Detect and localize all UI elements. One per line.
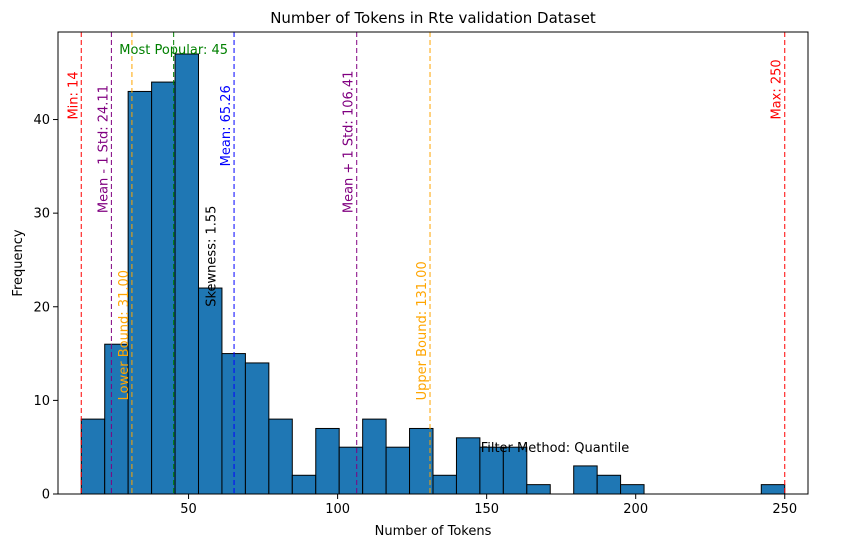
plot-frame	[57, 31, 809, 495]
histogram-bar	[573, 465, 598, 495]
y-tick-label: 20	[33, 300, 50, 315]
ref-label-max: Max: 250	[770, 59, 785, 119]
y-axis-title: Frequency	[11, 229, 26, 296]
histogram-bar	[526, 484, 551, 495]
histogram-bar	[80, 418, 106, 495]
histogram-bar	[291, 474, 317, 495]
histogram-bar	[315, 427, 340, 495]
ref-label-lower-bound: Lower Bound: 31.00	[117, 270, 132, 400]
annotations: Most Popular: 45 Skewness: 1.55 Filter Met…	[119, 43, 629, 456]
ref-label-min: Min: 14	[66, 71, 81, 119]
histogram-bar	[432, 474, 457, 495]
histogram-bar	[620, 484, 645, 495]
histogram-bars	[80, 53, 786, 495]
histogram-bar	[244, 362, 270, 495]
reference-lines: Min: 14 Mean - 1 Std: 24.11 Lower Bound: 3…	[66, 32, 786, 494]
x-tick-label: 250	[772, 502, 797, 517]
y-tick-label: 0	[42, 488, 50, 503]
histogram-bar	[385, 446, 411, 495]
histogram-bar	[596, 474, 622, 495]
histogram-bar	[268, 418, 293, 495]
histogram-bar	[409, 427, 434, 495]
x-tick-label: 150	[474, 502, 499, 517]
histogram-bar	[760, 484, 786, 495]
histogram-bar	[174, 53, 199, 495]
y-tick-label: 10	[33, 394, 50, 409]
ref-label-mean: Mean: 65.26	[219, 85, 234, 166]
ref-label-upper-bound: Upper Bound: 131.00	[415, 261, 430, 400]
plot-area: Min: 14 Mean - 1 Std: 24.11 Lower Bound: 3…	[57, 31, 809, 495]
histogram-bar	[338, 446, 364, 495]
ref-label-mean-minus-std: Mean - 1 Std: 24.11	[96, 85, 111, 213]
chart-title: Number of Tokens in Rte validation Datas…	[270, 9, 596, 27]
x-tick-label: 50	[180, 502, 197, 517]
ref-label-mean-plus-std: Mean + 1 Std: 106.41	[342, 71, 357, 214]
histogram-bar	[362, 418, 387, 495]
x-axis-title: Number of Tokens	[375, 524, 492, 539]
histogram-bar	[455, 437, 481, 495]
annotation-filter-method: Filter Method: Quantile	[481, 441, 630, 456]
histogram-bar	[197, 287, 223, 495]
annotation-skewness: Skewness: 1.55	[204, 206, 219, 307]
x-tick-label: 100	[325, 502, 350, 517]
annotation-most-popular: Most Popular: 45	[119, 43, 228, 58]
histogram-bar	[151, 81, 176, 495]
x-tick-label: 200	[623, 502, 648, 517]
y-tick-label: 30	[33, 207, 50, 222]
y-tick-label: 40	[33, 113, 50, 128]
y-axis: 0 10 20 30 40	[33, 113, 58, 503]
x-axis: 50 100 150 200 250	[180, 494, 797, 517]
